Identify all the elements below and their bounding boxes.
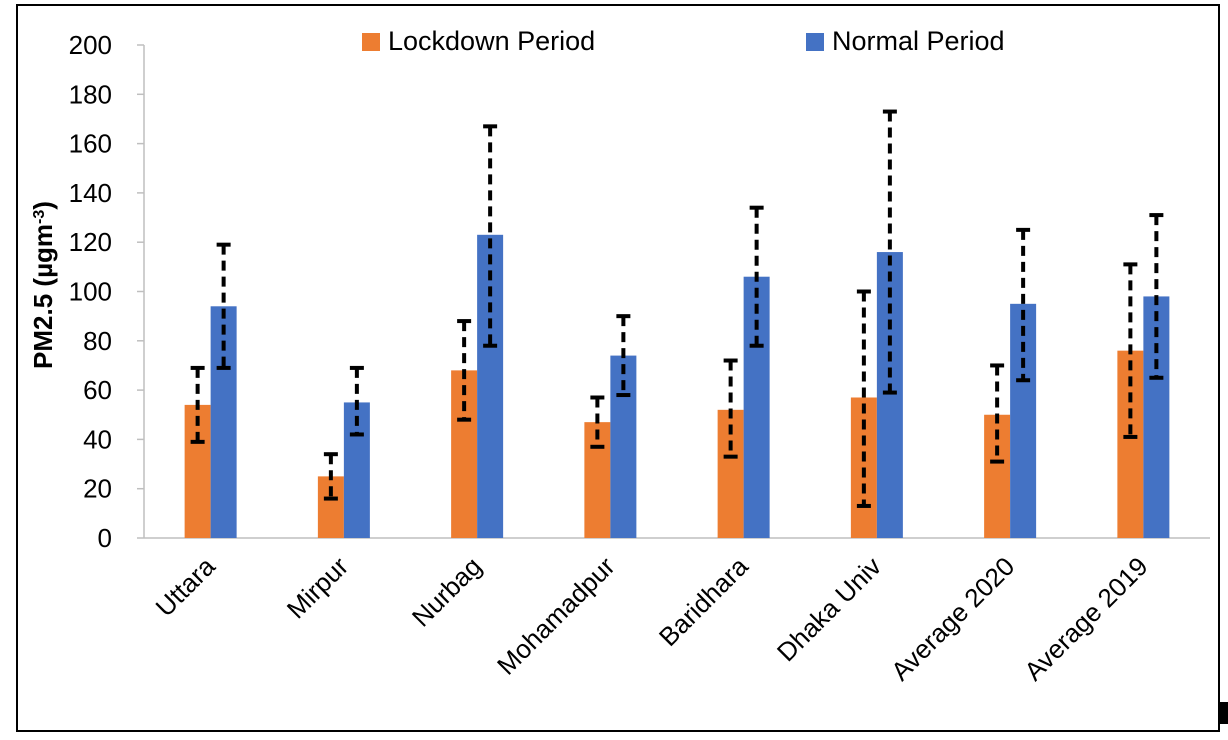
bar-normal	[477, 234, 504, 538]
y-tick-label: 0	[98, 523, 112, 553]
bar-lockdown	[184, 404, 211, 538]
legend-label-normal: Normal Period	[832, 26, 1005, 56]
y-axis-title: PM2.5 (µgm-3)	[28, 201, 58, 369]
legend-swatch-normal	[806, 32, 824, 51]
x-tick-label: Baridhara	[653, 551, 754, 652]
edge-mark	[1220, 702, 1228, 724]
y-tick-label: 140	[69, 178, 112, 208]
y-tick-label: 180	[69, 79, 112, 109]
x-tick-label: Uttara	[150, 551, 222, 623]
x-tick-label: Nurbag	[406, 551, 488, 633]
bar-normal	[743, 276, 770, 538]
bar-normal	[1010, 303, 1037, 538]
bar-lockdown	[317, 476, 344, 538]
error-bars	[190, 109, 1164, 508]
y-tick-label: 100	[69, 277, 112, 307]
x-tick-label: Average 2020	[885, 551, 1020, 686]
y-tick-label: 160	[69, 129, 112, 159]
legend-label-lockdown: Lockdown Period	[388, 26, 596, 56]
bar-lockdown	[584, 422, 611, 538]
axes	[137, 44, 1210, 539]
legend-lockdown: Lockdown Period	[362, 26, 595, 57]
legend-swatch-lockdown	[362, 32, 380, 51]
bar-lockdown	[451, 370, 478, 538]
bar-normal	[876, 252, 903, 538]
y-tick-label: 40	[83, 424, 112, 454]
x-tick-label: Dhaka Univ	[771, 551, 887, 667]
chart-frame	[16, 4, 1220, 732]
legend-normal: Normal Period	[806, 26, 1005, 57]
y-tick-label: 120	[69, 227, 112, 257]
y-tick-label: 80	[83, 326, 112, 356]
x-tick-label: Average 2019	[1018, 551, 1153, 686]
y-tick-label: 60	[83, 375, 112, 405]
x-tick-label: Mirpur	[281, 551, 355, 625]
x-tick-label: Mohamadpur	[491, 551, 621, 681]
y-tick-label: 200	[69, 30, 112, 60]
y-tick-label: 20	[83, 474, 112, 504]
